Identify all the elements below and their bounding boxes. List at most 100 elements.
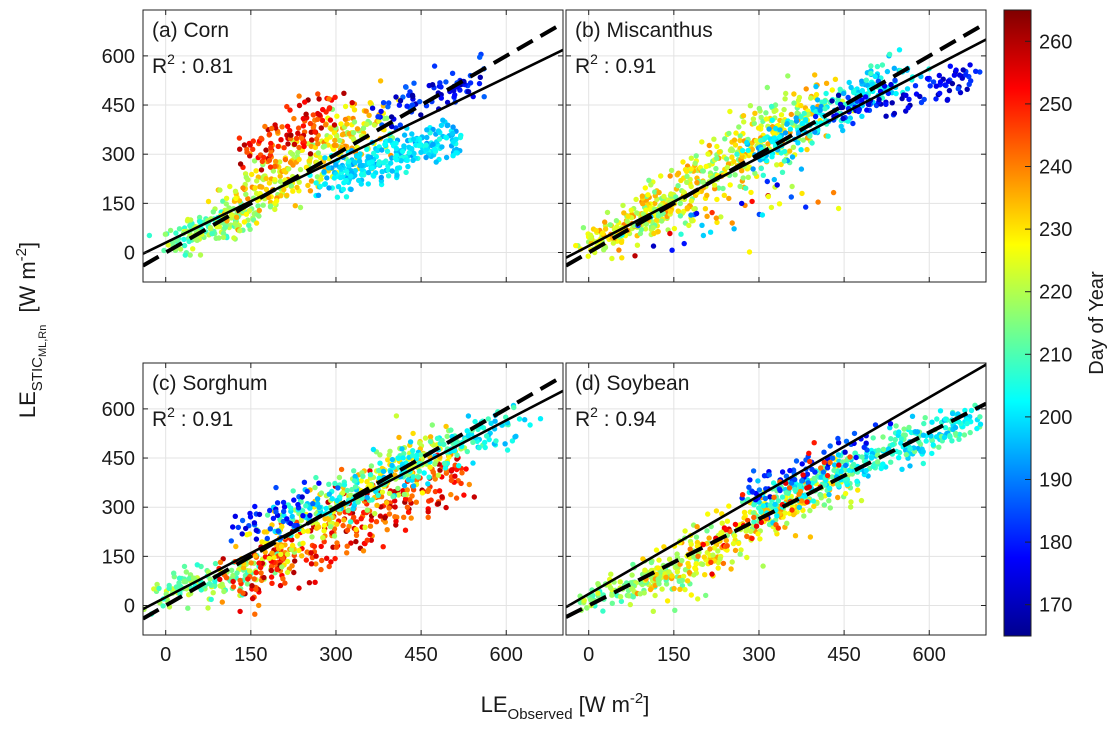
scatter-point bbox=[385, 173, 392, 179]
scatter-point bbox=[360, 548, 367, 554]
scatter-point bbox=[258, 135, 264, 141]
scatter-point bbox=[444, 99, 451, 106]
scatter-point bbox=[769, 117, 775, 123]
scatter-point bbox=[312, 579, 318, 585]
scatter-point bbox=[369, 159, 375, 165]
scatter-point bbox=[750, 166, 756, 172]
scatter-point bbox=[411, 80, 417, 86]
scatter-point bbox=[748, 528, 754, 534]
scatter-point bbox=[730, 540, 737, 547]
scatter-point bbox=[974, 425, 980, 432]
scatter-point bbox=[841, 90, 847, 97]
scatter-point bbox=[796, 129, 802, 136]
scatter-point bbox=[302, 99, 308, 105]
scatter-point bbox=[810, 498, 817, 504]
scatter-point bbox=[516, 416, 523, 422]
colorbar-tick-label: 240 bbox=[1039, 157, 1072, 179]
scatter-point bbox=[403, 84, 409, 90]
scatter-point bbox=[181, 236, 187, 243]
scatter-point bbox=[723, 156, 730, 162]
scatter-point bbox=[233, 543, 239, 550]
scatter-point bbox=[688, 183, 694, 190]
scatter-point bbox=[803, 204, 809, 210]
scatter-point bbox=[358, 181, 364, 187]
scatter-point bbox=[655, 228, 661, 235]
scatter-point bbox=[425, 481, 431, 487]
scatter-point bbox=[793, 115, 799, 121]
scatter-point bbox=[804, 499, 810, 505]
scatter-point bbox=[308, 561, 315, 567]
scatter-point bbox=[773, 125, 779, 132]
scatter-point bbox=[261, 574, 267, 581]
scatter-point bbox=[282, 156, 289, 163]
scatter-point bbox=[197, 218, 203, 225]
scatter-point bbox=[798, 102, 804, 109]
scatter-point bbox=[254, 178, 260, 184]
scatter-point bbox=[346, 162, 352, 169]
scatter-point bbox=[185, 216, 191, 223]
scatter-point bbox=[402, 496, 409, 502]
scatter-point bbox=[714, 196, 720, 203]
scatter-point bbox=[442, 465, 449, 471]
scatter-point bbox=[268, 567, 274, 574]
scatter-point bbox=[300, 540, 306, 546]
scatter-point bbox=[251, 520, 258, 526]
scatter-point bbox=[764, 178, 770, 185]
scatter-point bbox=[762, 495, 769, 502]
scatter-point bbox=[247, 142, 253, 148]
scatter-point bbox=[252, 185, 258, 191]
scatter-point bbox=[852, 450, 858, 456]
scatter-point bbox=[699, 222, 705, 228]
scatter-point bbox=[376, 467, 382, 474]
scatter-point bbox=[443, 423, 449, 430]
scatter-point bbox=[593, 228, 600, 234]
scatter-point bbox=[643, 221, 649, 227]
scatter-point bbox=[240, 185, 246, 191]
scatter-point bbox=[776, 134, 783, 140]
scatter-point bbox=[327, 117, 334, 123]
scatter-point bbox=[488, 420, 494, 426]
scatter-point bbox=[920, 460, 926, 467]
scatter-point bbox=[287, 107, 293, 113]
scatter-point bbox=[906, 96, 912, 103]
scatter-point bbox=[326, 96, 332, 102]
scatter-point bbox=[369, 165, 375, 171]
scatter-point bbox=[906, 424, 912, 431]
scatter-point bbox=[642, 185, 648, 191]
scatter-point bbox=[706, 142, 712, 149]
scatter-point bbox=[642, 567, 648, 573]
scatter-point bbox=[677, 586, 683, 592]
scatter-point bbox=[693, 534, 700, 540]
scatter-point bbox=[734, 151, 740, 157]
scatter-point bbox=[303, 557, 309, 563]
scatter-point bbox=[300, 513, 306, 519]
scatter-point bbox=[266, 157, 273, 164]
scatter-point bbox=[289, 563, 295, 569]
scatter-point bbox=[298, 135, 305, 141]
scatter-point bbox=[655, 213, 662, 219]
scatter-point bbox=[326, 481, 332, 487]
scatter-point bbox=[397, 98, 404, 104]
scatter-point bbox=[620, 202, 626, 209]
scatter-point bbox=[933, 96, 939, 102]
scatter-point bbox=[301, 479, 308, 485]
scatter-point bbox=[723, 527, 729, 533]
x-tick-label: 0 bbox=[160, 644, 171, 666]
scatter-point bbox=[452, 92, 458, 98]
scatter-point bbox=[364, 146, 370, 153]
scatter-point bbox=[941, 434, 948, 441]
scatter-point bbox=[353, 532, 360, 538]
scatter-point bbox=[694, 179, 700, 186]
scatter-point bbox=[902, 432, 908, 438]
scatter-point bbox=[385, 457, 391, 463]
scatter-point bbox=[700, 232, 707, 239]
scatter-point bbox=[378, 174, 384, 181]
scatter-point bbox=[264, 512, 271, 518]
scatter-point bbox=[787, 467, 793, 474]
scatter-point bbox=[893, 448, 900, 455]
scatter-point bbox=[711, 136, 717, 142]
scatter-point bbox=[425, 488, 431, 495]
panel-title: (c) Sorghum bbox=[152, 372, 268, 395]
scatter-point bbox=[333, 162, 339, 168]
scatter-point bbox=[386, 511, 393, 517]
